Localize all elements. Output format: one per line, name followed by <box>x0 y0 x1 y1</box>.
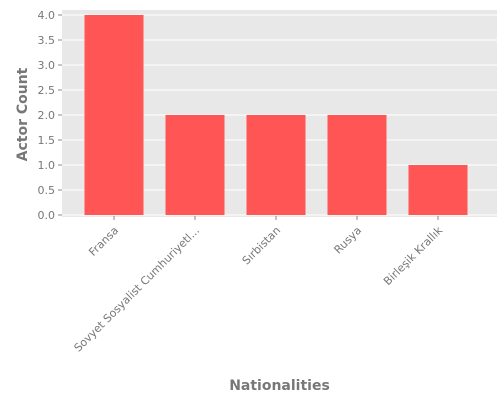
bars <box>84 15 468 215</box>
x-axis-title: Nationalities <box>229 378 330 394</box>
y-tick-label: 4.0 <box>38 9 56 22</box>
bar-1 <box>165 115 225 215</box>
bar-2 <box>246 115 306 215</box>
y-axis-title: Actor Count <box>15 67 31 161</box>
bar-4 <box>408 165 468 215</box>
x-tick-label: Sırbistan <box>240 224 283 267</box>
y-axis-ticks: 0.0 0.5 1.0 1.5 2.0 2.5 3.0 3.5 4.0 <box>38 9 62 222</box>
y-tick-label: 0.0 <box>38 209 56 222</box>
y-tick-label: 1.0 <box>38 159 56 172</box>
y-tick-label: 3.0 <box>38 59 56 72</box>
bar-0 <box>84 15 144 215</box>
y-tick-label: 1.5 <box>38 134 56 147</box>
y-tick-label: 2.0 <box>38 109 56 122</box>
y-tick-label: 3.5 <box>38 34 56 47</box>
x-tick-label: Rusya <box>332 224 365 257</box>
x-tick-label: Birleşik Krallık <box>381 223 446 288</box>
y-tick-label: 2.5 <box>38 84 56 97</box>
x-tick-label: Fransa <box>86 224 121 259</box>
y-tick-label: 0.5 <box>38 184 56 197</box>
bar-3 <box>327 115 387 215</box>
